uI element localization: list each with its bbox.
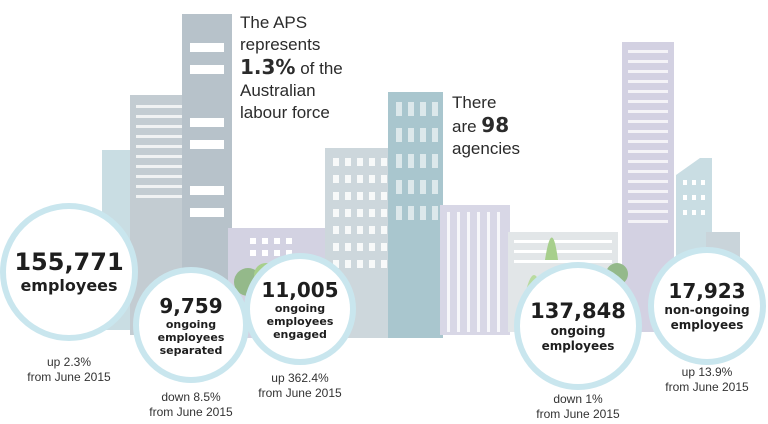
stat-label: non-ongoing employees (664, 303, 750, 332)
agencies-fact: There are 98 agencies (452, 93, 521, 158)
building-grid-middle (325, 148, 395, 338)
stat-circle-non-ongoing: 17,923 non-ongoing employees (648, 247, 766, 365)
aps-share-fact: The APS represents 1.3% of the Australia… (240, 13, 343, 122)
building-lavender-striped (440, 205, 510, 335)
stat-note-engaged: up 362.4% from June 2015 (258, 371, 342, 400)
stat-note-non-ongoing: up 13.9% from June 2015 (665, 365, 749, 394)
stat-value: 155,771 (14, 248, 124, 276)
stat-circle-ongoing: 137,848 ongoing employees (514, 262, 642, 390)
stat-note-employees: up 2.3% from June 2015 (27, 355, 111, 384)
stat-label: ongoing employees (541, 323, 615, 353)
building-teal (388, 92, 443, 338)
stat-label: ongoing employees separated (157, 317, 225, 357)
stat-label: employees (20, 276, 118, 295)
agencies-count: 98 (481, 113, 510, 137)
stat-circle-separated: 9,759 ongoing employees separated (133, 267, 249, 383)
stat-label: ongoing employees engaged (266, 301, 334, 341)
stat-note-ongoing: down 1% from June 2015 (536, 392, 620, 421)
stat-value: 17,923 (668, 279, 746, 303)
stat-value: 9,759 (159, 293, 223, 318)
stat-circle-employees: 155,771 employees (0, 203, 138, 341)
aps-share-value: 1.3% (240, 55, 296, 79)
stat-value: 11,005 (261, 277, 339, 302)
stat-circle-engaged: 11,005 ongoing employees engaged (244, 253, 356, 365)
stat-note-separated: down 8.5% from June 2015 (149, 390, 233, 419)
stat-value: 137,848 (530, 298, 626, 323)
